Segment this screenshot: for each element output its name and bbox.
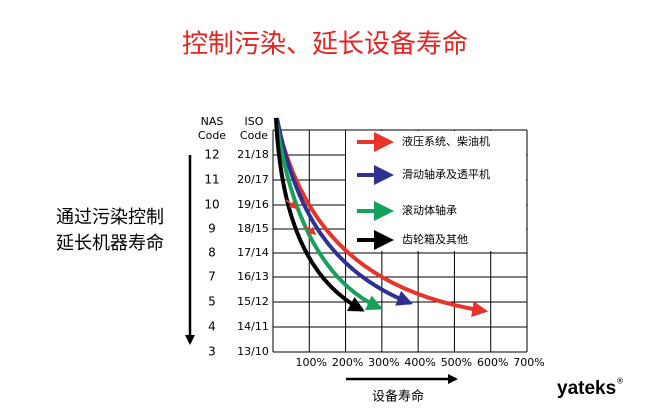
curve <box>274 117 365 312</box>
x-label: 200% <box>332 356 363 369</box>
legend-label: 齿轮箱及其他 <box>402 232 468 246</box>
side-label: 延长机器寿命 <box>56 233 164 254</box>
column-header: ISO <box>245 115 264 128</box>
nas-code: 4 <box>208 320 216 334</box>
nas-code: 8 <box>208 246 216 260</box>
logo: yateks <box>557 378 616 399</box>
x-label: 100% <box>296 356 327 369</box>
column-header: NAS <box>201 115 224 128</box>
x-label: 400% <box>404 356 435 369</box>
side-label: 通过污染控制 <box>56 207 164 228</box>
title: 控制污染、延长设备寿命 <box>182 30 468 60</box>
x-label: 700% <box>513 356 544 369</box>
iso-code: 21/18 <box>237 148 269 161</box>
legend-label: 滚动体轴承 <box>402 203 457 217</box>
x-label: 600% <box>477 356 508 369</box>
iso-code: 13/10 <box>237 345 269 358</box>
small-arrow <box>304 225 317 235</box>
nas-code: 3 <box>208 345 216 359</box>
curve <box>275 117 413 306</box>
nas-code: 7 <box>208 270 216 284</box>
iso-code: 14/11 <box>237 320 269 333</box>
logo-mark: ® <box>616 377 624 386</box>
x-label: 300% <box>368 356 399 369</box>
x-axis-label: 设备寿命 <box>372 389 424 405</box>
iso-code: 20/17 <box>237 173 269 186</box>
nas-code: 12 <box>204 148 219 162</box>
iso-code: 16/13 <box>237 270 269 283</box>
small-arrow <box>285 199 298 209</box>
nas-code: 11 <box>204 173 219 187</box>
legend-label: 滑动轴承及透平机 <box>402 167 490 181</box>
x-label: 500% <box>441 356 472 369</box>
column-header: Code <box>240 129 268 142</box>
column-header: Code <box>198 129 226 142</box>
iso-code: 18/15 <box>237 222 269 235</box>
curves <box>274 117 489 317</box>
nas-code: 10 <box>204 198 219 212</box>
iso-code: 15/12 <box>237 295 269 308</box>
nas-code: 5 <box>208 295 216 309</box>
iso-code: 17/14 <box>237 246 269 259</box>
curve <box>274 117 383 311</box>
nas-code: 9 <box>208 222 216 236</box>
iso-code: 19/16 <box>237 198 269 211</box>
legend-label: 液压系统、柴油机 <box>402 134 490 148</box>
